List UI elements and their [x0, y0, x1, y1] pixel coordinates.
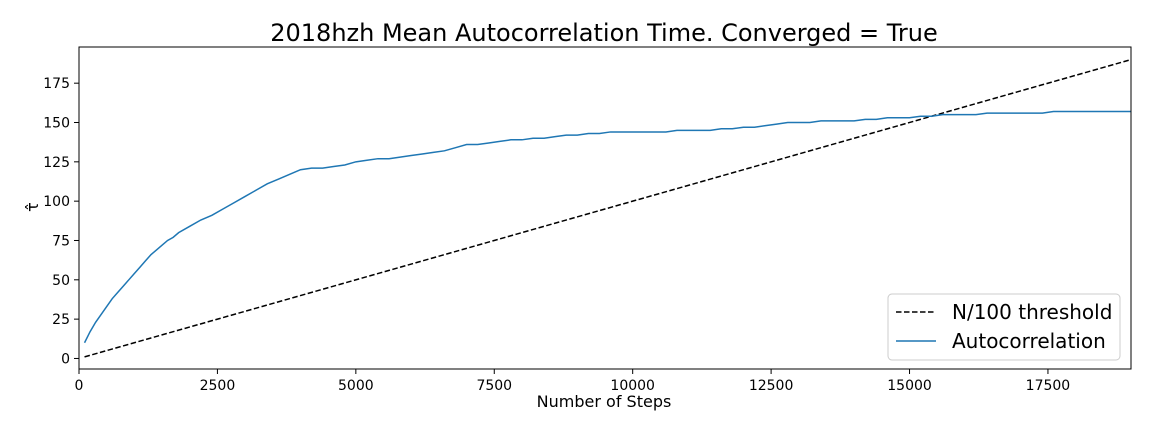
legend-box [887, 293, 1121, 361]
y-tick-label: 100 [43, 194, 70, 210]
chart-title: 2018hzh Mean Autocorrelation Time. Conve… [270, 19, 938, 47]
y-tick-label: 50 [52, 273, 70, 289]
y-axis-label: τ̂ [23, 202, 42, 212]
legend-label-threshold: N/100 threshold [952, 300, 1112, 324]
legend-label-autocorrelation: Autocorrelation [952, 329, 1106, 353]
axes-frame [78, 46, 1132, 370]
y-tick-label: 0 [61, 351, 70, 367]
autocorrelation-line [83, 110, 1131, 344]
x-tick-label: 0 [75, 378, 84, 394]
legend: N/100 threshold Autocorrelation [887, 293, 1121, 361]
y-axis: 0 25 50 75 100 125 150 175 [43, 76, 79, 367]
y-tick-label: 25 [52, 312, 70, 328]
x-tick-label: 17500 [1026, 378, 1071, 394]
x-axis-label: Number of Steps [537, 392, 672, 411]
y-tick-label: 125 [43, 155, 70, 171]
y-tick-label: 75 [52, 233, 70, 249]
x-tick-label: 15000 [887, 378, 932, 394]
x-tick-label: 7500 [476, 378, 512, 394]
x-tick-label: 5000 [338, 378, 374, 394]
plot-area [78, 46, 1132, 370]
x-tick-label: 2500 [200, 378, 236, 394]
threshold-line [84, 58, 1131, 358]
series-group [83, 58, 1131, 358]
x-axis: 0 2500 5000 7500 10000 12500 15000 17500 [75, 369, 1071, 394]
y-tick-label: 150 [43, 116, 70, 132]
y-tick-label: 175 [43, 76, 70, 92]
x-tick-label: 12500 [749, 378, 794, 394]
x-tick-label: 10000 [610, 378, 655, 394]
